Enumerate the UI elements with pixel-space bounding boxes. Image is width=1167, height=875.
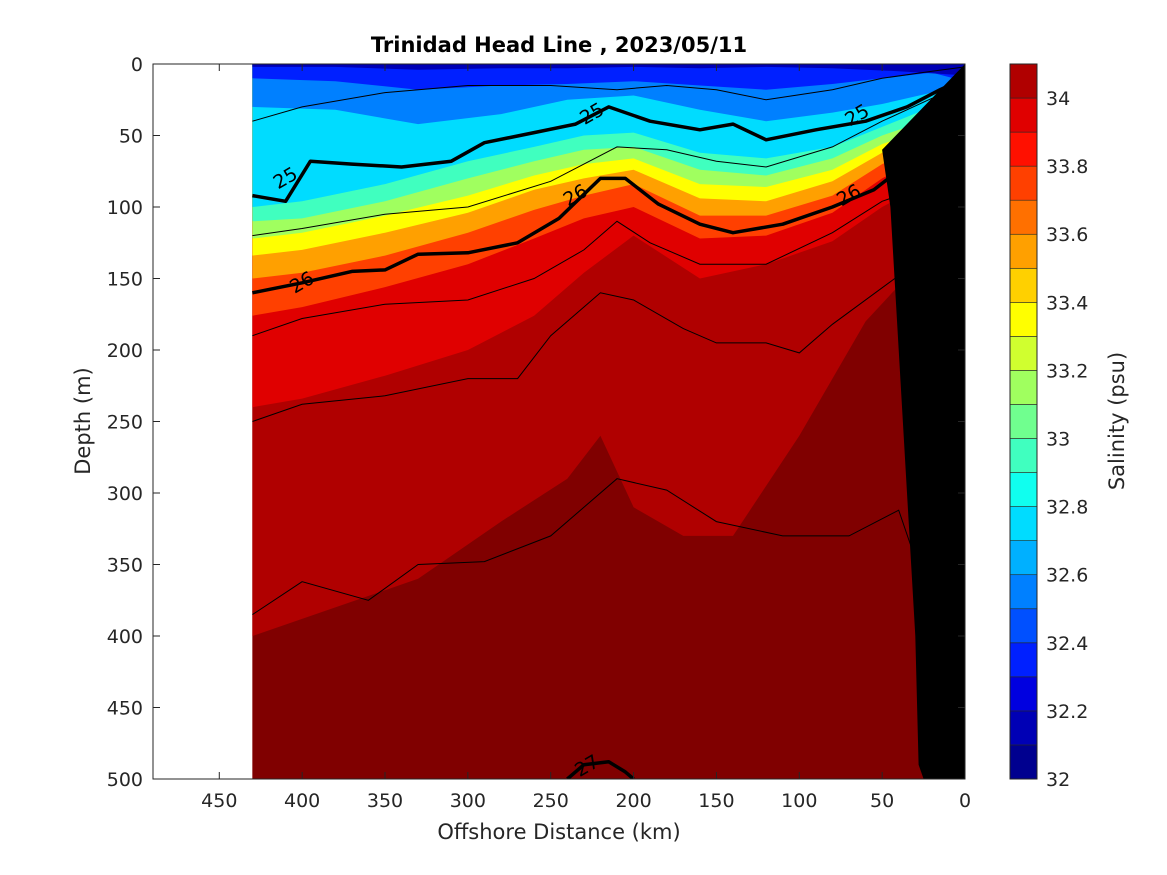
colorbar-swatch-32.5 xyxy=(1009,574,1038,610)
y-tick-label: 100 xyxy=(107,197,143,219)
colorbar-tick-label: 32 xyxy=(1046,769,1070,791)
thick-contour-26-3 xyxy=(252,140,965,295)
thin-contour-0 xyxy=(252,66,965,122)
y-tick-label: 350 xyxy=(107,555,143,577)
land-mask-shape xyxy=(882,64,965,779)
colorbar-tick-label: 32.6 xyxy=(1046,565,1088,587)
salinity-band-32.3 xyxy=(252,64,965,90)
plot-area xyxy=(252,64,965,779)
x-tick-label: 400 xyxy=(284,790,320,812)
salinity-fill-bands xyxy=(252,64,965,779)
colorbar-swatch-32.0 xyxy=(1009,744,1038,780)
x-tick-label: 0 xyxy=(959,790,971,812)
colorbar-swatch-32.4 xyxy=(1009,608,1038,644)
colorbar-frame xyxy=(1009,63,1038,780)
colorbar-label: Salinity (psu) xyxy=(1105,352,1129,490)
thin-contour-1 xyxy=(252,89,965,237)
y-tick-label: 50 xyxy=(119,126,143,148)
thick-contour-27-6 xyxy=(566,760,635,779)
colorbar-tick-label: 33.2 xyxy=(1046,360,1088,382)
y-tick-label: 300 xyxy=(107,483,143,505)
x-tick-label: 450 xyxy=(201,790,237,812)
colorbar-swatch-33.0 xyxy=(1009,404,1038,439)
colorbar-swatch-34.0 xyxy=(1009,63,1038,99)
colorbar-tick-label: 33.6 xyxy=(1046,224,1088,246)
y-axis-ticks: 0 50 100 150 200 250 300 350 400 450 500 xyxy=(107,54,965,791)
colorbar-swatch-32.7 xyxy=(1009,506,1038,541)
y-tick-label: 500 xyxy=(107,769,143,791)
colorbar-tick-label: 34 xyxy=(1046,88,1070,110)
colorbar-swatch-33.9 xyxy=(1009,97,1038,133)
thin-contour-2 xyxy=(252,175,965,337)
y-tick-label: 450 xyxy=(107,698,143,720)
colorbar-swatch-32.8 xyxy=(1009,472,1038,507)
density-thin-contours xyxy=(252,66,965,623)
y-axis-label: Depth (m) xyxy=(71,367,95,474)
colorbar-tick-label: 33 xyxy=(1046,429,1070,451)
x-tick-label: 200 xyxy=(615,790,651,812)
colorbar-swatch-32.1 xyxy=(1009,710,1038,746)
colorbar xyxy=(1009,63,1038,780)
colorbar-swatch-33.3 xyxy=(1009,302,1038,337)
thin-contour-3 xyxy=(252,274,965,422)
y-tick-label: 150 xyxy=(107,269,143,291)
y-tick-label: 400 xyxy=(107,626,143,648)
x-axis-label: Offshore Distance (km) xyxy=(437,820,680,844)
colorbar-tick-label: 33.4 xyxy=(1046,292,1088,314)
land-mask xyxy=(882,64,965,779)
colorbar-tick-label: 33.8 xyxy=(1046,156,1088,178)
x-tick-label: 300 xyxy=(450,790,486,812)
colorbar-swatch-32.3 xyxy=(1009,642,1038,678)
x-tick-label: 150 xyxy=(698,790,734,812)
x-tick-label: 100 xyxy=(781,790,817,812)
colorbar-swatch-33.1 xyxy=(1009,370,1038,405)
density-thick-contours xyxy=(252,76,965,779)
salinity-band-32.1 xyxy=(252,64,965,76)
chart-title: Trinidad Head Line , 2023/05/11 xyxy=(371,33,747,57)
colorbar-ticks: 32 32.2 32.4 32.6 32.8 33 33.2 33.4 33.6 33.8 34 xyxy=(1046,88,1088,791)
colorbar-swatch-33.4 xyxy=(1009,267,1038,303)
colorbar-swatch-32.6 xyxy=(1009,540,1038,576)
y-tick-label: 200 xyxy=(107,340,143,362)
colorbar-tick-label: 32.2 xyxy=(1046,701,1088,723)
colorbar-tick-label: 32.4 xyxy=(1046,633,1088,655)
thin-contour-4 xyxy=(252,478,965,623)
colorbar-swatch-32.2 xyxy=(1009,676,1038,712)
thick-contour-25-0 xyxy=(252,76,965,204)
colorbar-swatch-33.6 xyxy=(1009,199,1038,235)
colorbar-swatch-33.7 xyxy=(1009,165,1038,201)
x-tick-label: 350 xyxy=(367,790,403,812)
colorbar-swatch-33.8 xyxy=(1009,131,1038,167)
colorbar-tick-label: 32.8 xyxy=(1046,497,1088,519)
colorbar-swatch-33.5 xyxy=(1009,233,1038,269)
x-tick-label: 250 xyxy=(533,790,569,812)
colorbar-swatch-33.2 xyxy=(1009,336,1038,371)
x-axis-ticks: 450 400 350 300 250 200 150 100 50 0 xyxy=(201,64,971,812)
x-tick-label: 50 xyxy=(870,790,894,812)
y-tick-label: 0 xyxy=(131,54,143,76)
y-tick-label: 250 xyxy=(107,412,143,434)
colorbar-swatch-32.9 xyxy=(1009,438,1038,473)
